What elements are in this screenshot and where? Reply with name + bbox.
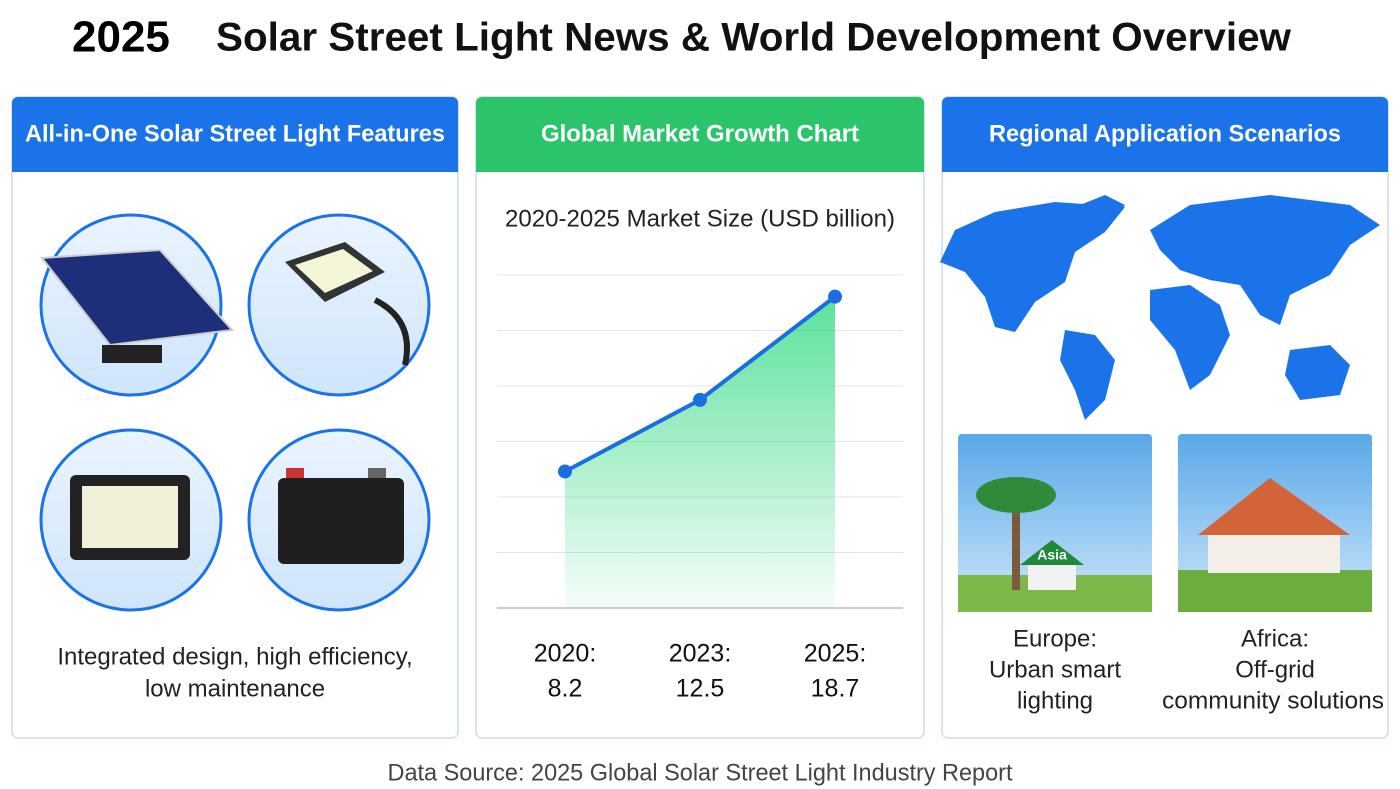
panel-title: Global Market Growth Chart — [541, 120, 859, 147]
panel-frame — [941, 96, 1389, 739]
area — [565, 296, 835, 608]
chart-title: 2020-2025 Market Size (USD billion) — [505, 205, 895, 232]
battery — [278, 478, 404, 564]
world-map — [940, 195, 1380, 420]
panel-frame — [11, 96, 459, 739]
x-tick-label: 2025: — [804, 640, 867, 668]
features-caption: Integrated design, high efficiency, — [57, 643, 412, 670]
data-label: 12.5 — [676, 675, 725, 703]
x-tick-label: 2020: — [534, 640, 597, 668]
panel-header — [476, 97, 924, 172]
panel-title: Regional Application Scenarios — [989, 120, 1341, 147]
title-year: 2025 — [72, 13, 170, 62]
panel-header — [942, 97, 1388, 172]
features-caption: low maintenance — [145, 675, 325, 702]
regional-panel: Regional Application Scenarios Asia Euro… — [940, 96, 1389, 739]
solar-panel — [40, 248, 235, 347]
scenario-label: community solutions — [1162, 687, 1384, 714]
data-label: 18.7 — [811, 675, 860, 703]
battery-terminal — [286, 468, 304, 478]
chart: 2020: 8.2 2023: 12.5 2025: 18.7 — [497, 274, 903, 703]
scenario-label: Urban smart — [989, 656, 1121, 683]
icon-circle — [247, 213, 431, 397]
europe-image: Asia — [958, 434, 1152, 612]
sign-text: Asia — [1037, 547, 1067, 563]
point — [828, 289, 842, 304]
floodlight-leds — [82, 486, 178, 548]
feature-icons — [39, 213, 431, 612]
scenario-label: Europe: — [1013, 625, 1097, 652]
panel-stand — [102, 345, 162, 363]
panel-title: All-in-One Solar Street Light Features — [25, 120, 445, 147]
footer-source: Data Source: 2025 Global Solar Street Li… — [388, 759, 1013, 786]
data-label: 8.2 — [548, 675, 583, 703]
market-panel: Global Market Growth Chart 2020-2025 Mar… — [475, 96, 925, 739]
panel-header — [12, 97, 458, 172]
features-panel: All-in-One Solar Street Light Features I… — [11, 96, 459, 739]
scenario-label: lighting — [1017, 687, 1093, 714]
scenario-label: Off-grid — [1235, 656, 1315, 683]
point — [558, 464, 572, 479]
africa-image — [1178, 434, 1372, 612]
scenario-label: Africa: — [1241, 625, 1309, 652]
point — [693, 392, 707, 407]
lamp-cable — [373, 297, 410, 366]
lamp-leds — [295, 249, 373, 293]
title: Solar Street Light News & World Developm… — [216, 16, 1292, 60]
battery-terminal — [368, 468, 386, 478]
x-tick-label: 2023: — [669, 640, 732, 668]
